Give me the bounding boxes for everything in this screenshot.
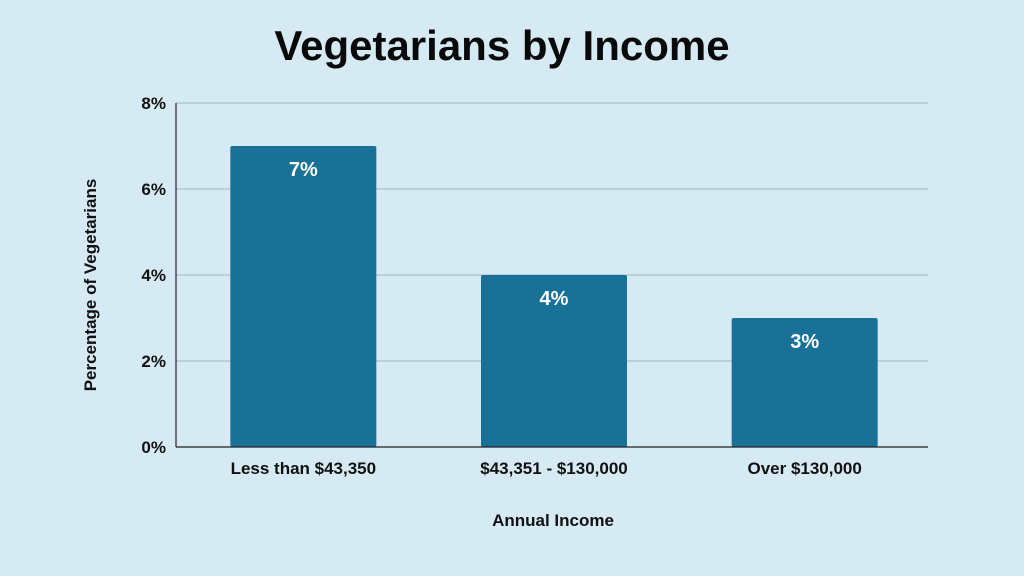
y-tick-label: 4% [141,266,166,285]
chart-title: Vegetarians by Income [274,22,730,69]
x-axis-title: Annual Income [492,511,614,530]
y-tick-label: 2% [141,352,166,371]
bar-data-label: 4% [540,288,569,310]
y-tick-label: 6% [141,180,166,199]
bar-data-label: 7% [289,159,318,181]
y-axis-title: Percentage of Vegetarians [81,179,100,392]
x-tick-label: Less than $43,350 [231,459,377,478]
bar [481,275,627,447]
y-tick-label: 0% [141,438,166,457]
x-tick-label: Over $130,000 [747,459,861,478]
bar [731,318,878,447]
bar [230,146,377,447]
y-tick-label: 8% [141,94,166,113]
bar-data-label: 3% [790,331,819,353]
x-tick-label: $43,351 - $130,000 [480,459,627,478]
